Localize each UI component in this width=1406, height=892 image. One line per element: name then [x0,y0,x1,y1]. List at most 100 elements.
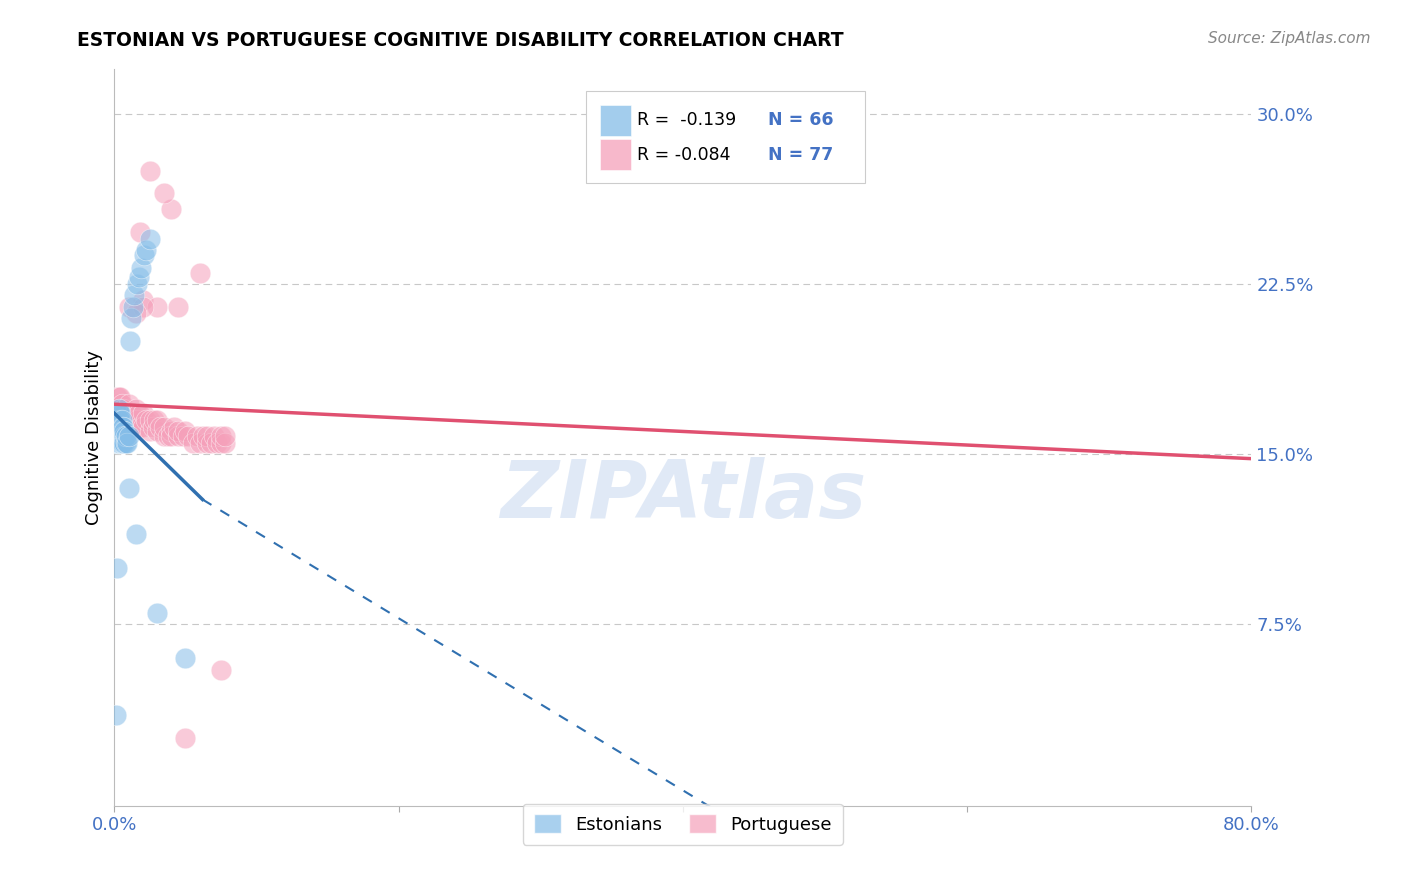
Point [202,429,225,443]
Point [132,293,155,307]
Text: ESTONIAN VS PORTUGUESE COGNITIVE DISABILITY CORRELATION CHART: ESTONIAN VS PORTUGUESE COGNITIVE DISABIL… [77,31,844,50]
Point [146,300,169,314]
Point [111,435,134,450]
Point [108,435,131,450]
Point [132,420,155,434]
Point [128,406,150,420]
Point [105,391,128,405]
Point [104,413,127,427]
Point [114,435,136,450]
Point [146,425,169,439]
Point [107,429,129,443]
Text: R =  -0.139: R = -0.139 [637,112,737,129]
Point [181,435,204,450]
Point [108,435,131,450]
Point [177,429,200,443]
Point [107,391,129,405]
Point [107,406,129,420]
Point [114,413,136,427]
Point [104,420,127,434]
Point [110,429,132,443]
Point [143,413,166,427]
Point [104,425,127,439]
Point [108,391,131,405]
Point [108,429,131,443]
Point [108,425,131,439]
Point [139,163,162,178]
Point [124,413,146,427]
Point [117,481,139,495]
Point [111,401,134,416]
Point [112,420,135,434]
Point [127,413,149,427]
Point [115,435,138,450]
Point [107,406,129,420]
Point [110,435,132,450]
Point [117,397,139,411]
Point [153,429,176,443]
Point [153,186,176,201]
Point [117,429,139,443]
Point [131,261,153,276]
Point [110,397,132,411]
Point [104,420,127,434]
Point [108,413,131,427]
FancyBboxPatch shape [600,104,631,136]
Point [112,429,135,443]
Point [110,406,132,420]
Text: N = 77: N = 77 [768,145,834,164]
Point [108,406,131,420]
Point [129,420,152,434]
Legend: Estonians, Portuguese: Estonians, Portuguese [523,804,844,845]
Point [157,429,180,443]
Point [111,413,134,427]
Point [104,435,127,450]
Point [107,413,129,427]
Point [110,420,132,434]
Point [139,413,162,427]
Point [174,731,197,745]
Point [105,429,128,443]
Point [112,406,135,420]
Point [195,429,218,443]
Text: R = -0.084: R = -0.084 [637,145,731,164]
Point [111,425,134,439]
Point [105,413,128,427]
Point [135,243,157,257]
Point [104,397,127,411]
Point [105,420,128,434]
Point [111,420,134,434]
Point [132,300,155,314]
Point [105,435,128,450]
Point [117,413,139,427]
FancyBboxPatch shape [586,91,865,183]
Point [134,247,156,261]
Point [160,202,183,216]
Point [108,401,131,416]
Point [153,420,176,434]
Point [118,334,141,348]
Point [200,435,222,450]
Point [105,435,128,450]
Point [105,429,128,443]
Point [107,429,129,443]
Point [125,401,148,416]
Point [105,425,128,439]
Point [214,435,236,450]
Point [107,435,129,450]
Point [107,401,129,416]
Point [104,429,127,443]
Point [172,429,194,443]
Point [142,420,165,434]
Point [146,606,169,620]
Point [188,435,211,450]
Point [105,406,128,420]
Text: N = 66: N = 66 [768,112,834,129]
Point [107,420,129,434]
Point [127,277,149,291]
Point [121,420,143,434]
Point [132,406,155,420]
Text: Source: ZipAtlas.com: Source: ZipAtlas.com [1208,31,1371,46]
Point [128,270,150,285]
Point [117,300,139,314]
